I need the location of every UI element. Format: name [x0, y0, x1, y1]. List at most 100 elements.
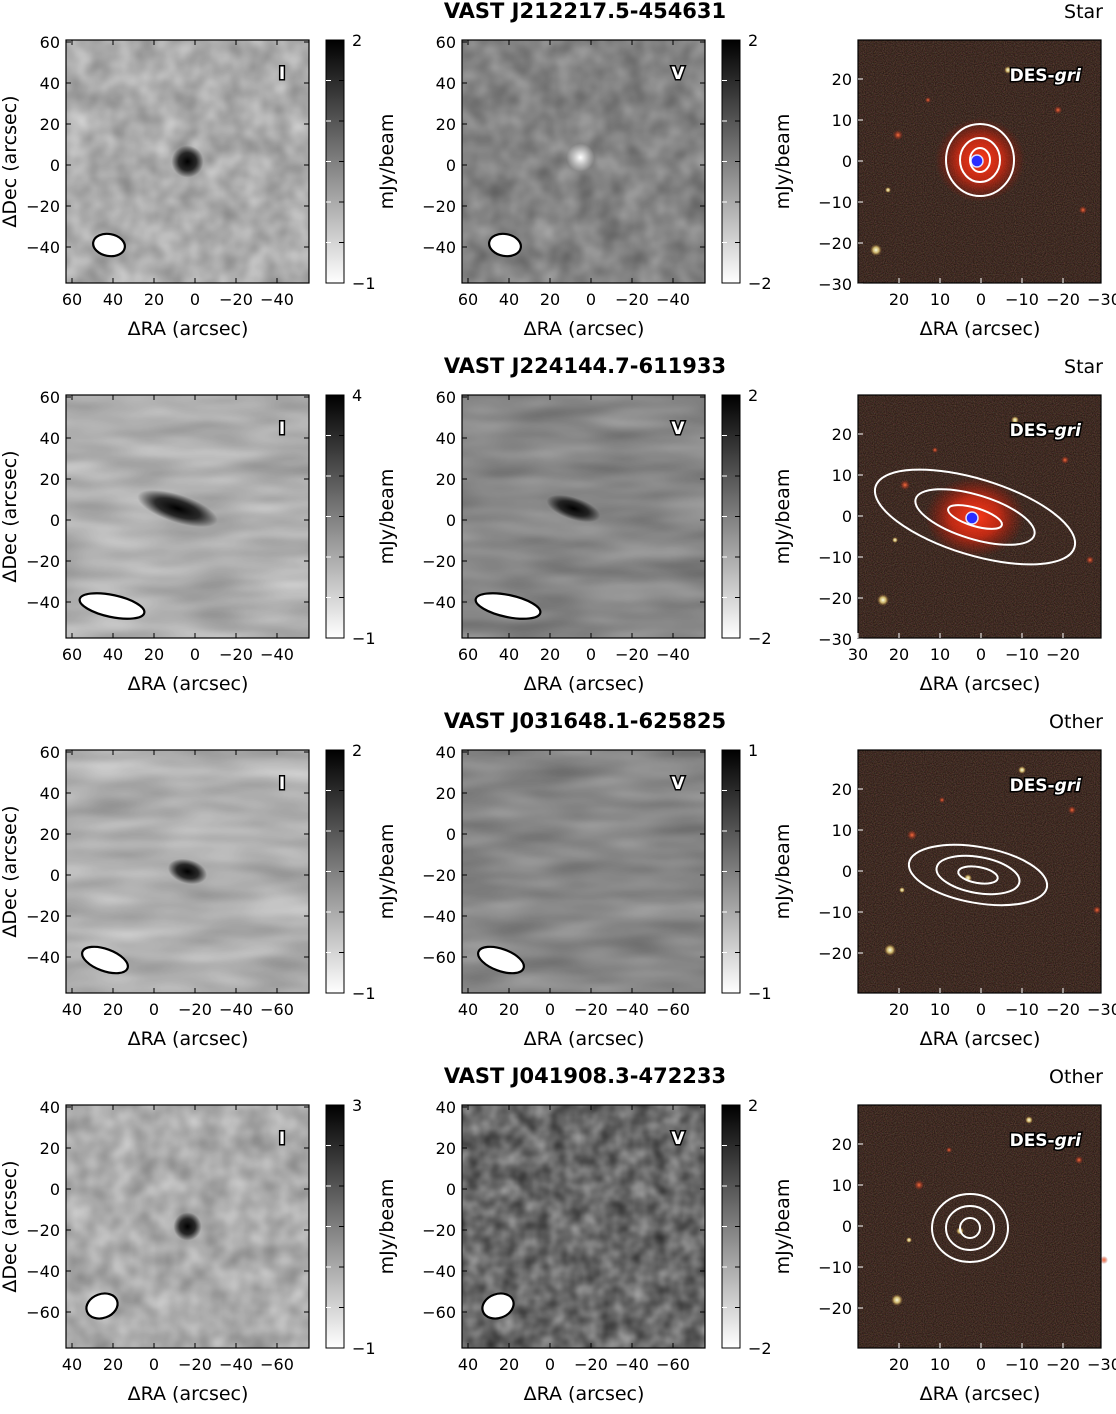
optical-survey-name: DES- [1010, 66, 1055, 86]
y-tick-label: 60 [436, 33, 456, 52]
colorbar-max-label: 4 [352, 386, 362, 405]
colorbar-max-label: 2 [748, 1096, 758, 1115]
colorbar-min-label: −2 [748, 629, 772, 648]
x-axis-label: ΔRA (arcsec) [128, 673, 249, 695]
colorbar-min-label: −1 [352, 274, 376, 293]
x-tick-label: 20 [103, 1355, 123, 1374]
source-emission [137, 489, 218, 528]
colorbar-max-label: 2 [748, 31, 758, 50]
stokes-label: V [671, 64, 685, 84]
field-star [899, 887, 905, 893]
colorbar: 2 −2 mJy/beam [721, 31, 794, 293]
y-tick-label: 10 [832, 466, 852, 485]
x-tick-label: 0 [545, 1355, 555, 1374]
y-tick-label: 40 [436, 74, 456, 93]
radio-contour [935, 854, 1021, 896]
y-tick-label: −60 [422, 1303, 456, 1322]
y-axis-label: ΔDec (arcsec) [0, 805, 21, 937]
x-tick-label: 40 [62, 1355, 82, 1374]
x-tick-label: 40 [103, 290, 123, 309]
x-tick-label: −10 [1005, 1000, 1039, 1019]
field-star [1011, 416, 1019, 424]
optical-counterpart-core [970, 154, 984, 168]
radio-contour [959, 137, 1001, 183]
y-tick-label: 20 [436, 115, 456, 134]
y-tick-label: 20 [436, 470, 456, 489]
y-tick-label: 0 [50, 1180, 60, 1199]
y-tick-label: −40 [26, 593, 60, 612]
colorbar-min-label: −1 [352, 1339, 376, 1358]
radio-contour [873, 468, 1077, 566]
y-tick-label: 20 [40, 115, 60, 134]
y-tick-label: −20 [422, 866, 456, 885]
x-tick-label: 20 [499, 1355, 519, 1374]
x-axis-label: ΔRA (arcsec) [524, 318, 645, 340]
x-tick-label: 20 [540, 645, 560, 664]
x-tick-label: 20 [103, 1000, 123, 1019]
radio-contour [945, 1205, 995, 1251]
y-tick-label: 10 [832, 821, 852, 840]
y-tick-label: 20 [40, 825, 60, 844]
x-tick-label: −40 [260, 645, 294, 664]
stokes-label: I [279, 419, 285, 439]
radio-contour [957, 865, 999, 885]
optical-survey-name: DES- [1010, 1131, 1055, 1151]
optical-survey-label: DES-gri [1010, 1131, 1083, 1151]
x-tick-label: −20 [615, 290, 649, 309]
y-tick-label: 0 [50, 866, 60, 885]
field-star [1100, 1256, 1108, 1264]
x-tick-label: −60 [656, 1355, 690, 1374]
field-star [914, 1180, 924, 1190]
colorbar: 2 −2 mJy/beam [721, 386, 794, 648]
y-tick-label: −40 [26, 948, 60, 967]
x-tick-label: 60 [62, 645, 82, 664]
colorbar-label: mJy/beam [376, 1179, 398, 1275]
optical-bands: gri [1055, 776, 1083, 796]
x-tick-label: −20 [219, 645, 253, 664]
y-tick-label: 20 [436, 784, 456, 803]
y-tick-label: −40 [422, 593, 456, 612]
colorbar: 4 −1 mJy/beam [325, 386, 398, 648]
y-tick-label: −40 [422, 238, 456, 257]
x-tick-label: −20 [574, 1000, 608, 1019]
field-star [907, 830, 917, 840]
field-star [893, 130, 903, 140]
radio-contour [914, 488, 1036, 546]
source-emission [546, 494, 601, 523]
x-tick-label: −20 [178, 1355, 212, 1374]
beam-ellipse [78, 592, 146, 620]
optical-bands: gri [1055, 1131, 1083, 1151]
optical-survey-label: DES-gri [1010, 421, 1083, 441]
y-tick-label: −20 [818, 589, 852, 608]
y-tick-label: 10 [832, 111, 852, 130]
x-tick-label: −20 [574, 1355, 608, 1374]
x-axis-label: ΔRA (arcsec) [920, 1383, 1041, 1405]
stokes-i-panel: I 40 20 0 −20 −40 −60 60 40 20 0 −20 −40 ΔRA (arcsec)… [0, 741, 398, 1050]
y-tick-label: −30 [818, 275, 852, 294]
optical-bands: gri [1055, 66, 1083, 86]
radio-contour [945, 123, 1015, 197]
panel-frame [461, 749, 706, 994]
y-tick-label: 60 [40, 388, 60, 407]
x-tick-label: 0 [190, 645, 200, 664]
colorbar-min-label: −1 [352, 629, 376, 648]
x-tick-label: 10 [930, 645, 950, 664]
field-star [906, 1237, 912, 1243]
x-axis-label: ΔRA (arcsec) [920, 1028, 1041, 1050]
y-tick-label: −20 [26, 197, 60, 216]
x-tick-label: −40 [656, 290, 690, 309]
x-axis-label: ΔRA (arcsec) [128, 1383, 249, 1405]
stokes-i-panel: I 60 40 20 0 −20 −40 60 40 20 0 −20 −40 ΔRA (arcsec) Δ… [0, 31, 398, 340]
field-star [891, 1294, 903, 1306]
y-tick-label: 60 [436, 388, 456, 407]
colorbar: 3 −1 mJy/beam [325, 1096, 398, 1358]
y-tick-label: 40 [40, 74, 60, 93]
panel-frame [65, 1104, 310, 1349]
x-tick-label: 0 [976, 1355, 986, 1374]
radio-contour [947, 504, 1003, 530]
x-tick-label: 0 [545, 1000, 555, 1019]
x-axis-label: ΔRA (arcsec) [920, 673, 1041, 695]
field-star [925, 97, 931, 103]
